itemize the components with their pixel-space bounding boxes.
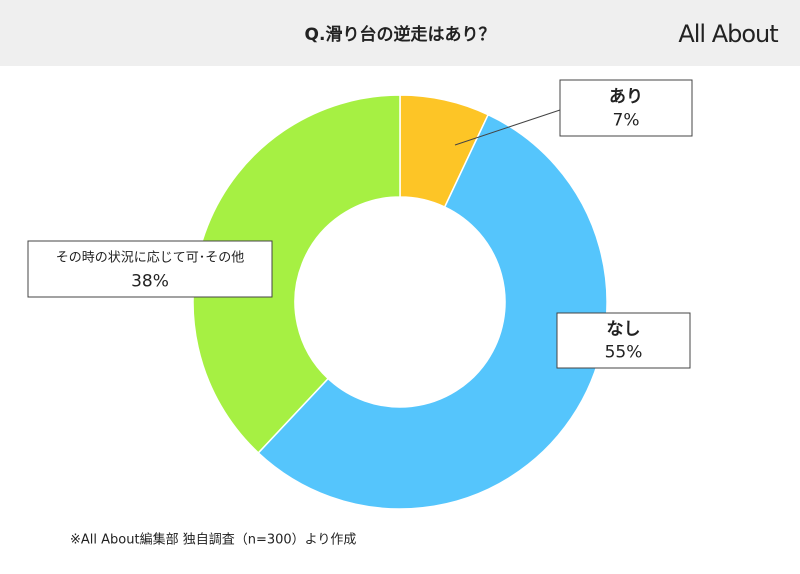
slice-value: 38% (131, 271, 169, 291)
donut-slice (257, 113, 608, 510)
slice-value: 55% (605, 343, 643, 363)
slice-label: なし (607, 320, 641, 340)
header-band (0, 0, 800, 66)
footnote: ※All About編集部 独自調査（n=300）より作成 (70, 532, 356, 548)
label-box (556, 312, 691, 369)
slice-value: 7% (613, 110, 640, 130)
chart-title: Q.滑り台の逆走はあり？ (305, 24, 496, 45)
slice-label: あり (609, 87, 643, 107)
slice-label: その時の状況に応じて可･その他 (56, 250, 245, 265)
label-box (27, 240, 273, 298)
logo: All About (678, 20, 778, 48)
leader-line (454, 109, 561, 146)
donut-slice (192, 94, 401, 454)
label-box (559, 79, 693, 137)
